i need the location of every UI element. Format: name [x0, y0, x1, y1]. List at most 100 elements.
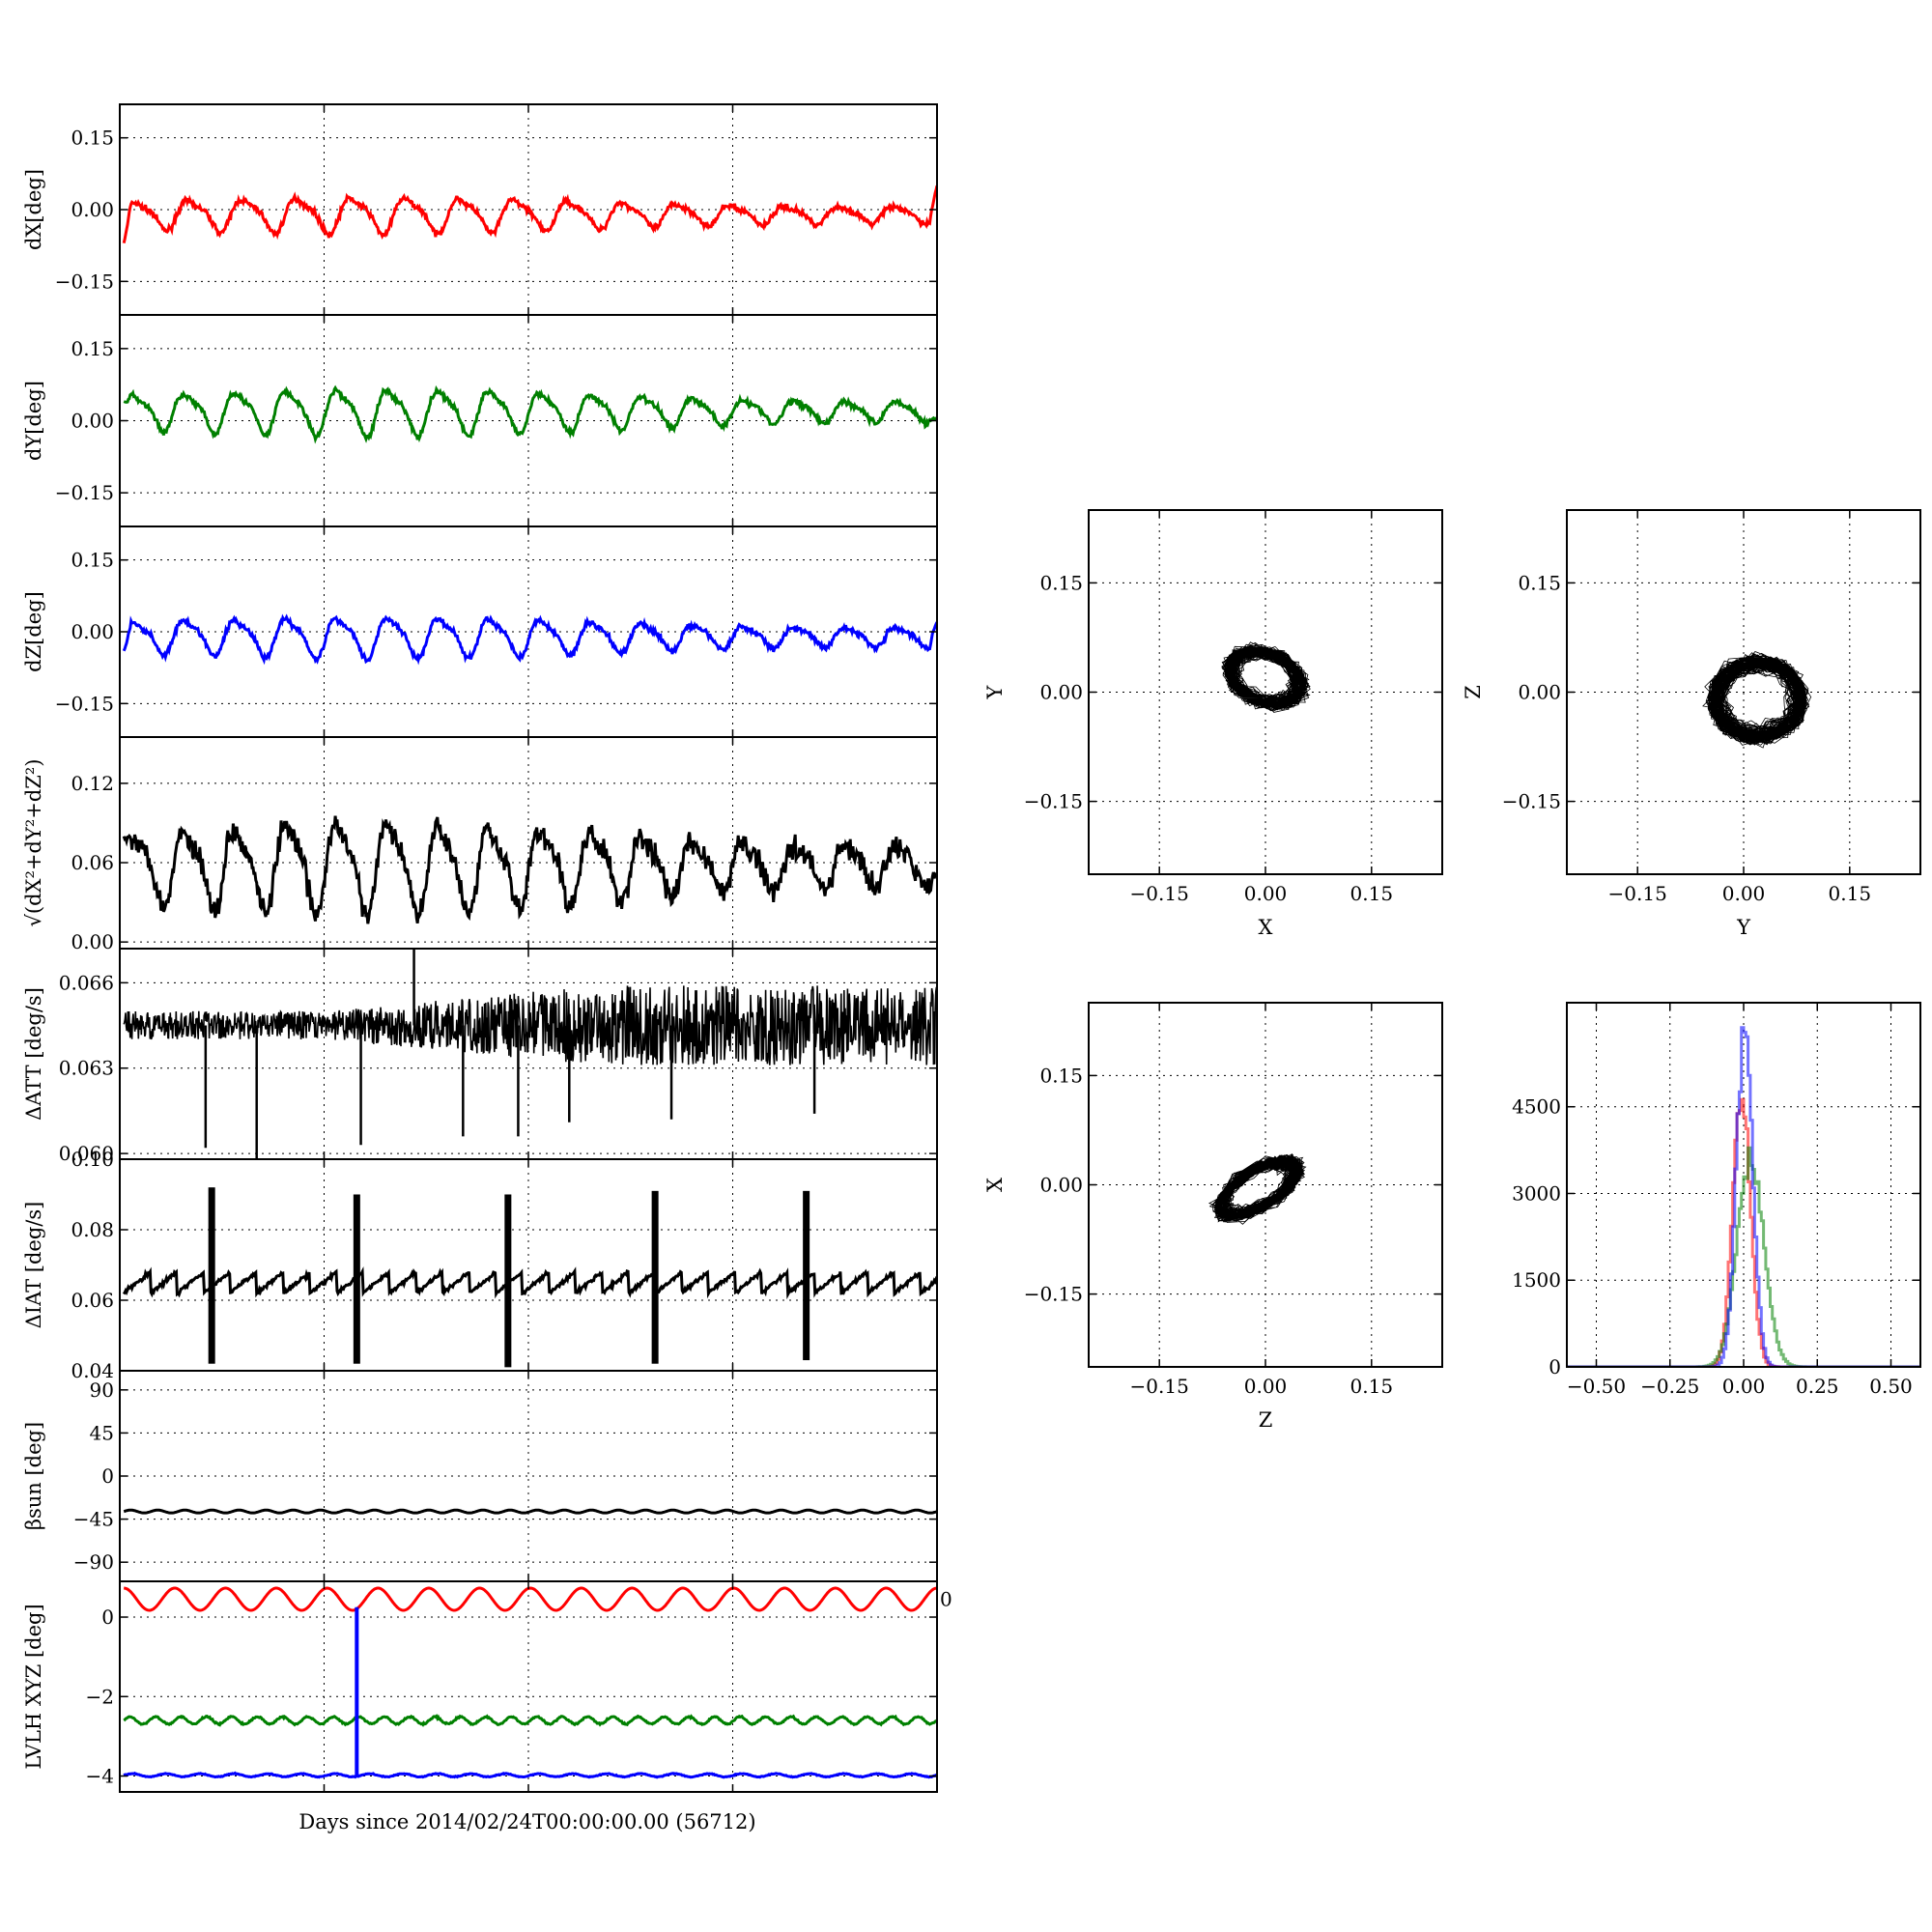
- y-tick-label: 0.15: [71, 337, 114, 360]
- axes-frame: [119, 1158, 938, 1372]
- y-tick-label: −0.15: [55, 270, 114, 293]
- series-hist-2: [1567, 1026, 1920, 1367]
- plot-area: [1208, 1153, 1307, 1225]
- panel-dZ: −0.15 0.00 0.15 dZ[deg]: [22, 526, 938, 738]
- y-tick-label: 0.12: [71, 772, 114, 795]
- y-axis-label: ΔATT [deg/s]: [22, 987, 45, 1121]
- panel-dR: 0.00 0.06 0.12 √(dX²+dY²+dZ²): [22, 736, 938, 953]
- y-axis-label: Y: [983, 684, 1007, 699]
- y-tick-label: 0.00: [71, 198, 114, 221]
- panel-hist: 0 1500 3000 4500 −0.50 −0.25 0.00 0.25 0.50: [1512, 1002, 1921, 1398]
- y-tick-label: 0.15: [71, 127, 114, 150]
- plot-area: [123, 1508, 937, 1515]
- x-tick-label: 0.00: [1722, 882, 1766, 905]
- x-tick-label: −0.50: [1567, 1375, 1626, 1398]
- axes-frame: [119, 1580, 938, 1793]
- x-axis-label: Z: [1259, 1408, 1273, 1432]
- x-tick-label: −0.25: [1640, 1375, 1699, 1398]
- y-tick-label: 0.06: [71, 1289, 114, 1312]
- x-tick-label: −0.15: [1608, 882, 1667, 905]
- y-tick-label: 3000: [1512, 1181, 1561, 1205]
- y-tick-label: 1500: [1512, 1268, 1561, 1292]
- panel-dY: −0.15 0.00 0.15 dY[deg]: [22, 314, 938, 527]
- correlation-panels: −0.15 0.00 0.15 −0.15 0.00 0.15 X Y −0.15 0.00 0.1…: [983, 509, 1921, 1432]
- series-dZ-0: [122, 613, 937, 666]
- y-tick-label: 0.15: [71, 549, 114, 572]
- series-dIAT-0-burst: [208, 1187, 215, 1364]
- y-tick-label: 0.15: [1039, 1064, 1083, 1087]
- y-tick-label: 0.06: [71, 851, 114, 874]
- series-dIAT-0-burst: [504, 1194, 512, 1368]
- y-tick-label: −0.15: [1024, 1283, 1083, 1306]
- plot-area: [122, 613, 937, 666]
- x-axis-label: Y: [1736, 916, 1751, 939]
- panel-yz: −0.15 0.00 0.15 −0.15 0.00 0.15 Y Z: [1462, 509, 1921, 939]
- plot-area: [1567, 1026, 1920, 1367]
- x-axis-label: X: [1259, 916, 1273, 939]
- y-tick-label: 0.066: [59, 971, 114, 994]
- x-tick-label: 0.15: [1350, 882, 1394, 905]
- y-tick-label: 0.00: [1039, 1174, 1083, 1197]
- x-tick-label: 0.15: [1350, 1375, 1394, 1398]
- grid: [120, 737, 937, 949]
- y-tick-label: −0.15: [55, 692, 114, 715]
- series-dATT-0: [123, 985, 937, 1065]
- y-tick-label: 0.10: [71, 1148, 114, 1171]
- y-tick-label: 0.00: [1518, 681, 1561, 704]
- grid: [120, 526, 937, 737]
- series-dIAT-0-burst: [803, 1190, 810, 1361]
- series-dIAT-0-burst: [353, 1194, 360, 1364]
- x-tick-label: 0.15: [1829, 882, 1872, 905]
- y-tick-label: 0: [101, 1464, 114, 1488]
- panel-dIAT: 0.04 0.06 0.08 0.10 ΔIAT [deg/s]: [22, 1148, 938, 1382]
- y-tick-label: 0.00: [71, 410, 114, 433]
- series-lvlh-2: [123, 1771, 937, 1779]
- plot-area: [122, 185, 937, 244]
- y-tick-label: 0.063: [59, 1057, 114, 1080]
- y-tick-label: 0.00: [71, 620, 114, 643]
- y-tick-label: 0.15: [1039, 571, 1083, 594]
- x-tick-label: −0.15: [1130, 882, 1189, 905]
- y-tick-label: −2: [86, 1685, 114, 1708]
- series-lvlh-0: [124, 1586, 937, 1612]
- series-xy-0: [1221, 641, 1311, 713]
- series-hist-1: [1567, 1146, 1920, 1367]
- y-tick-label: 45: [90, 1421, 114, 1444]
- y-axis-label: LVLH XYZ [deg]: [22, 1604, 45, 1769]
- y-tick-label: 4500: [1512, 1095, 1561, 1119]
- series-dIAT-0-burst: [651, 1190, 659, 1364]
- y-axis-label: X: [983, 1178, 1007, 1192]
- y-tick-label: 0.04: [71, 1359, 114, 1382]
- panel-dX: −0.15 0.00 0.15 dX[deg]: [22, 103, 938, 316]
- series-beta-0: [123, 1508, 937, 1515]
- y-tick-label: 0.00: [71, 930, 114, 953]
- x-tick-label: 0.00: [1244, 1375, 1288, 1398]
- x-tick-label: 0.00: [1722, 1375, 1766, 1398]
- grid: [1089, 510, 1442, 874]
- panel-dATT: 0.060 0.063 0.066 ΔATT [deg/s]: [22, 948, 938, 1165]
- y-tick-label: 0.00: [1039, 681, 1083, 704]
- grid: [120, 315, 937, 526]
- y-tick-label: 90: [90, 1378, 114, 1402]
- series-yz-0: [1702, 651, 1812, 749]
- y-axis-label: ΔIAT [deg/s]: [22, 1202, 45, 1329]
- x-tick-label: 0.00: [1244, 882, 1288, 905]
- x-tick-label: −0.15: [1130, 1375, 1189, 1398]
- series-dR-0: [122, 815, 937, 924]
- plot-area: [123, 1586, 937, 1779]
- y-tick-label: 0: [1548, 1355, 1561, 1378]
- y-axis-label: dZ[deg]: [22, 591, 45, 672]
- y-axis-label: βsun [deg]: [22, 1422, 45, 1530]
- grid: [1567, 510, 1920, 874]
- series-dX-0: [122, 185, 937, 244]
- time-series-panels: −0.15 0.00 0.15 dX[deg] −0.15 0.00 0.15 dY[deg]…: [22, 103, 952, 1793]
- y-tick-label: −90: [73, 1550, 114, 1574]
- grid: [120, 1371, 937, 1581]
- panel-beta: −90 −45 0 45 90 βsun [deg]: [22, 1370, 938, 1582]
- y-tick-label: −0.15: [55, 481, 114, 504]
- grid: [120, 1159, 937, 1371]
- y-tick-label: −45: [73, 1508, 114, 1531]
- y-tick-label: −0.15: [1024, 790, 1083, 813]
- plot-area: [1702, 651, 1812, 749]
